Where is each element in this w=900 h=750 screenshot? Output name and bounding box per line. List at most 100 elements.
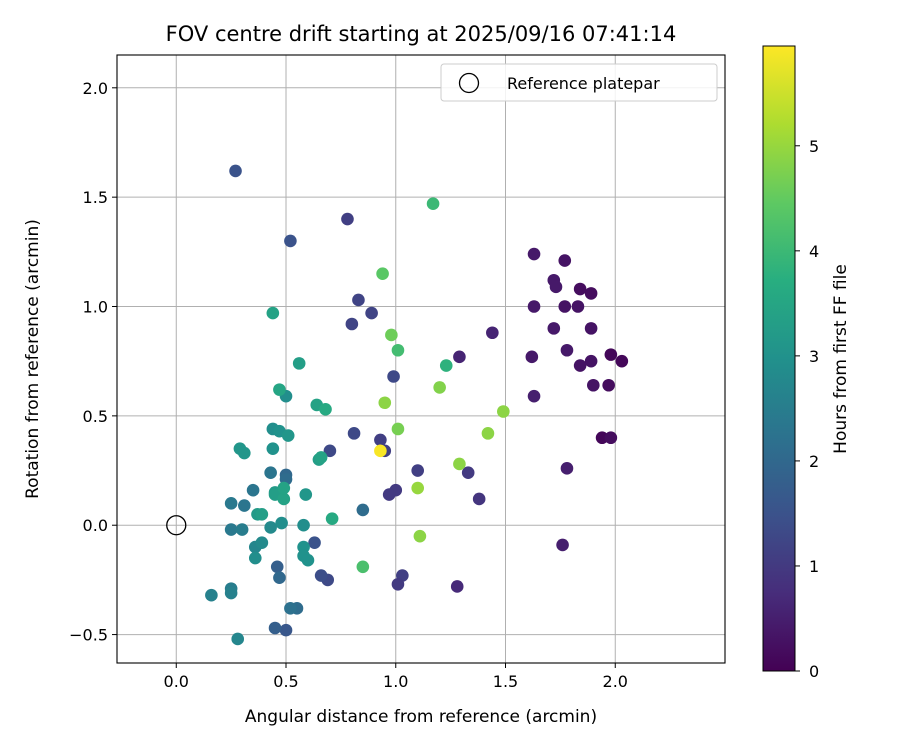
chart-title: FOV centre drift starting at 2025/09/16 …: [166, 22, 677, 46]
data-point: [433, 381, 446, 394]
data-point: [378, 396, 392, 410]
y-tick-label: −0.5: [69, 626, 108, 645]
data-point: [481, 427, 495, 440]
data-point: [246, 483, 260, 497]
data-point: [453, 350, 466, 364]
grid: [117, 55, 725, 663]
data-point: [560, 343, 574, 357]
data-point: [205, 588, 218, 602]
data-point: [604, 431, 618, 445]
data-point: [387, 370, 400, 383]
data-point: [602, 378, 615, 392]
data-point: [323, 444, 337, 458]
x-tick-label: 0.5: [273, 672, 298, 691]
data-point: [229, 164, 242, 178]
x-tick-label: 0.0: [164, 672, 189, 691]
data-point: [270, 560, 284, 574]
colorbar: 0 1 2 3 4 5 Hours from first FF file: [762, 45, 851, 681]
data-point: [314, 451, 328, 464]
data-point: [308, 536, 321, 550]
data-point: [571, 300, 585, 313]
y-tick-label: 1.0: [83, 298, 108, 317]
x-tick-label: 1.0: [383, 672, 408, 691]
y-tick-label: 0.0: [83, 516, 108, 535]
data-point: [248, 551, 262, 565]
data-point: [275, 516, 288, 530]
colorbar-tick-label: 5: [809, 137, 819, 156]
data-point: [391, 422, 405, 436]
colorbar-tick-label: 2: [809, 452, 819, 471]
data-point: [391, 577, 405, 591]
data-point: [268, 621, 282, 635]
data-point: [385, 328, 398, 342]
data-point: [615, 354, 629, 368]
data-point: [486, 326, 499, 340]
data-point: [231, 632, 245, 646]
data-point: [549, 280, 563, 294]
plot-frame: [116, 54, 726, 664]
data-point: [352, 293, 365, 307]
data-point: [497, 405, 510, 418]
data-point: [439, 359, 453, 372]
data-point: [587, 378, 600, 392]
data-point: [314, 569, 328, 582]
reference-platepar-marker: [166, 515, 187, 536]
data-point: [558, 300, 572, 313]
data-point: [450, 580, 464, 593]
data-point: [235, 523, 249, 536]
data-points: [205, 164, 629, 646]
data-point: [238, 446, 251, 460]
data-point: [573, 359, 587, 372]
x-tick-label: 2.0: [603, 672, 628, 691]
data-point: [299, 488, 313, 501]
data-point: [325, 512, 339, 525]
data-point: [573, 282, 587, 296]
data-point: [266, 442, 280, 455]
data-point: [426, 197, 440, 211]
data-point: [356, 560, 370, 574]
data-point: [255, 536, 269, 550]
data-point: [238, 499, 251, 512]
data-point: [266, 306, 280, 320]
data-point: [584, 322, 598, 335]
colorbar-label: Hours from first FF file: [831, 264, 851, 454]
y-axis-ticks: −0.5 0.0 0.5 1.0 1.5 2.0: [69, 79, 117, 645]
data-point: [558, 254, 572, 267]
legend-entry-reference-platepar: Reference platepar: [507, 74, 660, 93]
y-axis-label: Rotation from reference (arcmin): [23, 219, 43, 499]
colorbar-tick-label: 1: [809, 557, 819, 576]
data-point: [527, 389, 541, 403]
data-point: [376, 267, 389, 281]
data-point: [356, 503, 370, 517]
data-point: [224, 586, 238, 600]
data-point: [284, 602, 297, 615]
data-point: [341, 212, 354, 226]
data-point: [560, 462, 574, 475]
data-point: [547, 322, 561, 335]
data-point: [556, 538, 569, 552]
data-point: [284, 234, 297, 248]
data-point: [527, 247, 541, 261]
data-point: [277, 492, 291, 506]
y-tick-label: 0.5: [83, 407, 108, 426]
data-point: [281, 429, 295, 442]
legend: Reference platepar: [440, 63, 718, 102]
data-point: [224, 497, 238, 510]
colorbar-ticks: 0 1 2 3 4 5: [795, 137, 819, 681]
data-point: [595, 431, 609, 445]
data-point: [255, 507, 269, 521]
data-point: [374, 444, 387, 458]
data-point: [301, 553, 315, 567]
data-point: [391, 343, 405, 357]
legend-reference-marker: [458, 72, 480, 94]
data-point: [273, 383, 286, 396]
colorbar-tick-label: 3: [809, 347, 819, 366]
data-point: [382, 488, 396, 501]
data-point: [292, 357, 306, 370]
reference-marker-group: [166, 515, 187, 536]
x-axis-label: Angular distance from reference (arcmin): [245, 707, 597, 727]
colorbar-tick-label: 4: [809, 242, 819, 261]
data-point: [365, 306, 378, 320]
data-point: [411, 464, 425, 477]
y-tick-label: 1.5: [83, 188, 108, 207]
